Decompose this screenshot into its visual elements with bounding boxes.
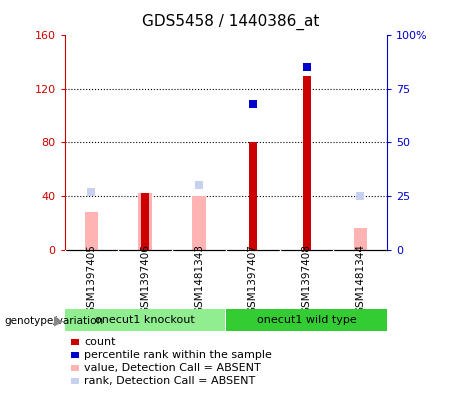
FancyBboxPatch shape: [226, 309, 387, 331]
Text: onecut1 wild type: onecut1 wild type: [257, 315, 356, 325]
Bar: [354, 228, 367, 250]
Text: GSM1481343: GSM1481343: [194, 244, 204, 314]
Text: GSM1397407: GSM1397407: [248, 244, 258, 314]
Text: GSM1481344: GSM1481344: [355, 244, 366, 314]
FancyBboxPatch shape: [65, 309, 225, 331]
Bar: [302, 75, 311, 250]
Text: GSM1397405: GSM1397405: [86, 244, 96, 314]
Text: GSM1397406: GSM1397406: [140, 244, 150, 314]
Text: genotype/variation: genotype/variation: [5, 316, 104, 326]
Text: onecut1 knockout: onecut1 knockout: [95, 315, 195, 325]
Text: GSM1397408: GSM1397408: [301, 244, 312, 314]
Text: ▶: ▶: [54, 314, 63, 328]
Text: GDS5458 / 1440386_at: GDS5458 / 1440386_at: [142, 14, 319, 30]
Bar: [138, 193, 152, 250]
Text: rank, Detection Call = ABSENT: rank, Detection Call = ABSENT: [84, 376, 255, 386]
Bar: [249, 142, 257, 250]
Text: value, Detection Call = ABSENT: value, Detection Call = ABSENT: [84, 363, 261, 373]
Bar: [192, 196, 206, 250]
Bar: [141, 193, 149, 250]
Bar: [85, 212, 98, 250]
Text: count: count: [84, 337, 116, 347]
Text: percentile rank within the sample: percentile rank within the sample: [84, 350, 272, 360]
